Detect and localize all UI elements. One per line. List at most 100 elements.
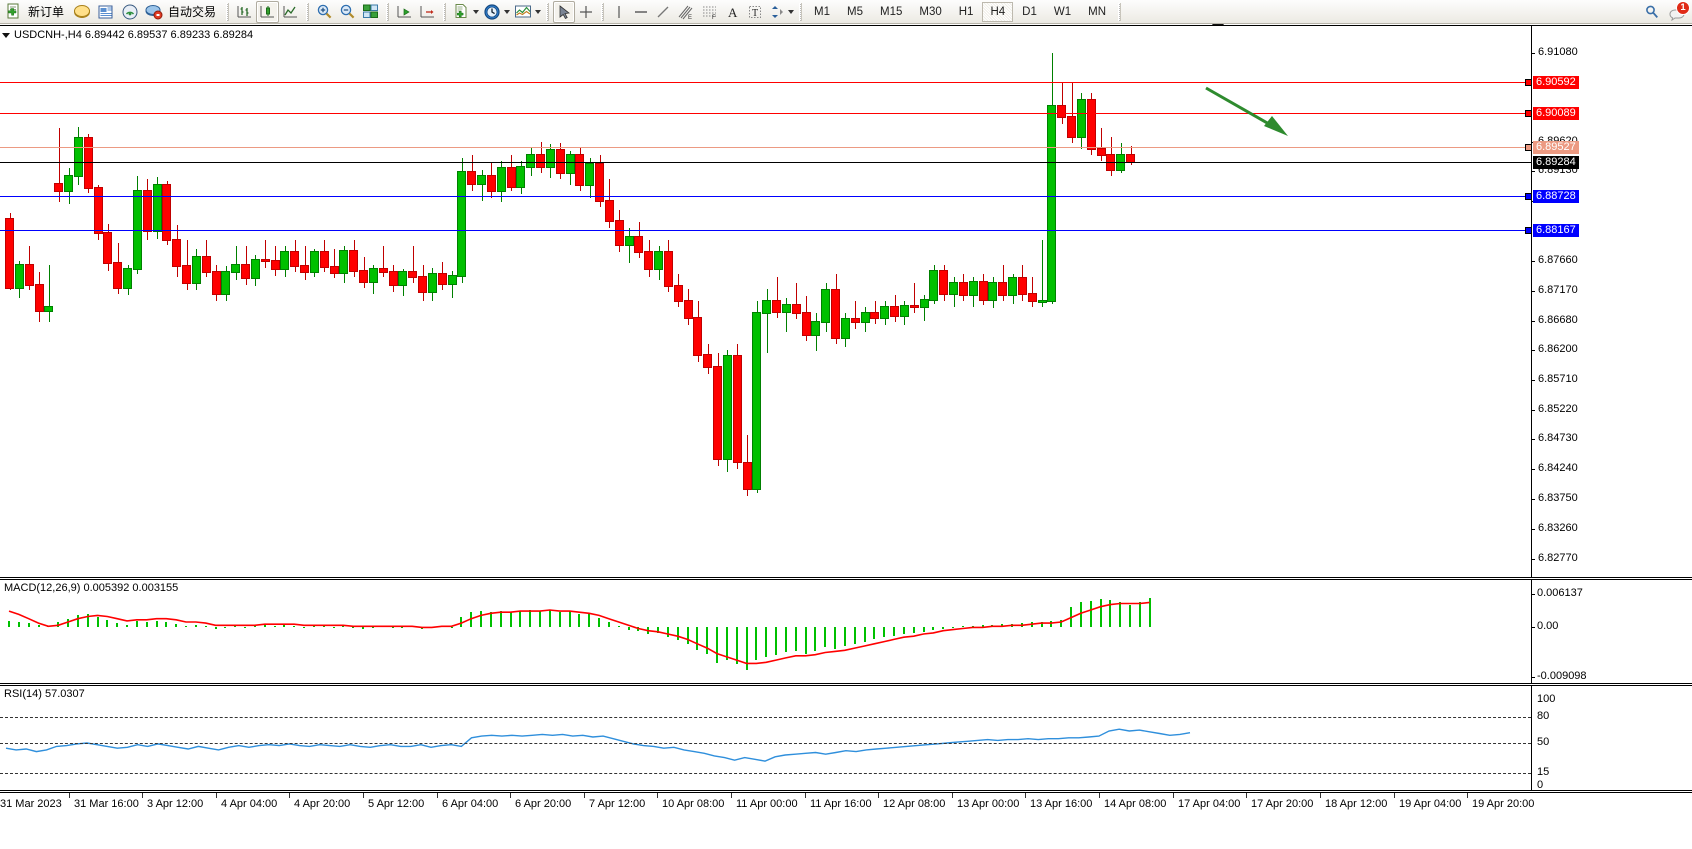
candle-wick <box>777 276 778 319</box>
timeframe-w1[interactable]: W1 <box>1046 2 1079 22</box>
price-level-anchor[interactable] <box>1525 144 1532 151</box>
timeframe-m15[interactable]: M15 <box>872 2 910 22</box>
macd-pane[interactable]: MACD(12,26,9) 0.005392 0.003155 0.006137… <box>0 579 1692 684</box>
candlestick-chart-icon[interactable] <box>256 0 280 23</box>
tile-windows-icon[interactable] <box>359 1 382 23</box>
alerts-icon[interactable] <box>118 1 142 23</box>
macd-histogram-bar <box>873 627 875 640</box>
price-level-anchor[interactable] <box>1525 79 1532 86</box>
candle-body <box>880 306 889 320</box>
price-level-tag[interactable]: 6.89527 <box>1533 141 1579 154</box>
periodicity-dropdown-caret[interactable] <box>504 8 511 15</box>
macd-histogram-bar <box>952 627 954 629</box>
candle-body <box>123 268 132 289</box>
timeframe-m5[interactable]: M5 <box>839 2 871 22</box>
time-axis-separator <box>1099 793 1100 798</box>
price-level-anchor[interactable] <box>1525 193 1532 200</box>
time-axis-separator <box>1394 793 1395 798</box>
price-level-tag[interactable]: 6.88728 <box>1533 190 1579 203</box>
price-axis-label: 6.83750 <box>1538 492 1578 504</box>
price-level-tag[interactable]: 6.88167 <box>1533 224 1579 237</box>
price-level-line[interactable] <box>0 230 1531 231</box>
chart-shift-icon[interactable] <box>393 1 416 23</box>
macd-histogram-bar <box>864 627 866 642</box>
macd-axis-label: 0.00 <box>1537 620 1559 632</box>
price-level-line[interactable] <box>0 147 1531 148</box>
candle-body <box>566 153 575 175</box>
candle-body <box>44 306 53 312</box>
macd-histogram-bar <box>195 625 197 628</box>
bar-chart-icon[interactable] <box>233 1 256 23</box>
templates-icon[interactable] <box>511 1 535 23</box>
candle-body <box>674 284 683 303</box>
time-axis-label: 19 Apr 20:00 <box>1472 798 1535 810</box>
crosshair-icon[interactable] <box>575 1 597 23</box>
time-axis-label: 31 Mar 16:00 <box>74 798 139 810</box>
toolbar-separator <box>306 2 310 21</box>
symbol-collapse-caret[interactable] <box>2 32 10 38</box>
zoom-out-icon[interactable] <box>336 1 359 23</box>
notification-count: 1 <box>1676 0 1690 15</box>
periodicity-clock-icon[interactable] <box>480 1 504 23</box>
timeframe-h4[interactable]: H4 <box>982 1 1014 22</box>
search-icon[interactable] <box>1640 1 1664 23</box>
candle-body <box>64 174 73 193</box>
candle-body <box>595 163 604 202</box>
arrows-dropdown-caret[interactable] <box>788 8 795 15</box>
price-level-tag[interactable]: 6.90592 <box>1533 76 1579 89</box>
templates-dropdown-caret[interactable] <box>535 8 542 15</box>
time-axis-separator <box>1246 793 1247 798</box>
horizontal-line-icon[interactable] <box>630 1 652 23</box>
trendline-icon[interactable] <box>652 1 674 23</box>
price-level-line[interactable] <box>0 82 1531 83</box>
candle-wick <box>305 246 306 280</box>
time-axis-label: 3 Apr 12:00 <box>147 798 204 810</box>
macd-histogram-bar <box>67 618 69 628</box>
equidistant-channel-icon[interactable]: E <box>674 1 698 23</box>
notifications-icon[interactable]: 1 <box>1664 0 1690 22</box>
time-axis[interactable]: 31 Mar 2023 31 Mar 16:00 3 Apr 12:00 4 Apr … <box>0 792 1692 849</box>
text-tool-icon[interactable]: A <box>722 1 744 23</box>
candle-body <box>310 251 319 273</box>
vertical-line-icon[interactable] <box>608 1 630 23</box>
fibonacci-icon[interactable]: F <box>698 1 722 23</box>
arrows-symbols-icon[interactable] <box>766 1 788 23</box>
candle-body <box>192 256 201 284</box>
candle-body <box>379 268 388 274</box>
auto-scroll-icon[interactable] <box>416 1 439 23</box>
new-chart-dropdown-caret[interactable] <box>473 8 480 15</box>
macd-histogram-bar <box>913 627 915 633</box>
chart-canvas[interactable]: USDCNH-,H4 6.89442 6.89537 6.89233 6.892… <box>0 24 1692 849</box>
price-pane[interactable]: USDCNH-,H4 6.89442 6.89537 6.89233 6.892… <box>0 25 1692 578</box>
timeframe-h1[interactable]: H1 <box>951 2 982 22</box>
price-level-line[interactable] <box>0 113 1531 114</box>
macd-axis-tick <box>1532 627 1535 628</box>
timeframe-mn[interactable]: MN <box>1080 2 1114 22</box>
candle-wick <box>855 301 856 329</box>
macd-axis-divider <box>1531 580 1532 683</box>
rsi-pane[interactable]: RSI(14) 57.0307 100 80 50 15 0 <box>0 685 1692 791</box>
candle-body <box>1038 300 1047 304</box>
price-axis-label: 6.85220 <box>1538 403 1578 415</box>
price-level-line[interactable] <box>0 162 1531 163</box>
text-label-icon[interactable]: T <box>744 1 766 23</box>
price-level-tag[interactable]: 6.89284 <box>1533 156 1579 169</box>
candle-body <box>221 270 230 295</box>
timeframe-m1[interactable]: M1 <box>806 2 838 22</box>
price-level-anchor[interactable] <box>1525 227 1532 234</box>
timeframe-d1[interactable]: D1 <box>1014 2 1045 22</box>
new-chart-icon[interactable] <box>450 1 473 23</box>
timeframe-m30[interactable]: M30 <box>911 2 949 22</box>
gold-coin-icon[interactable] <box>70 1 94 23</box>
price-level-tag[interactable]: 6.90089 <box>1533 107 1579 120</box>
macd-axis-tick <box>1532 594 1535 595</box>
macd-histogram-bar <box>244 627 246 629</box>
line-chart-icon[interactable] <box>279 1 302 23</box>
price-level-line[interactable] <box>0 196 1531 197</box>
autotrading-button[interactable]: 自动交易 <box>142 1 222 23</box>
price-level-anchor[interactable] <box>1525 110 1532 117</box>
new-order-button[interactable]: 新订单 <box>2 1 70 23</box>
news-icon[interactable] <box>94 1 118 23</box>
zoom-in-icon[interactable] <box>313 1 336 23</box>
cursor-arrow-icon[interactable] <box>553 0 576 23</box>
